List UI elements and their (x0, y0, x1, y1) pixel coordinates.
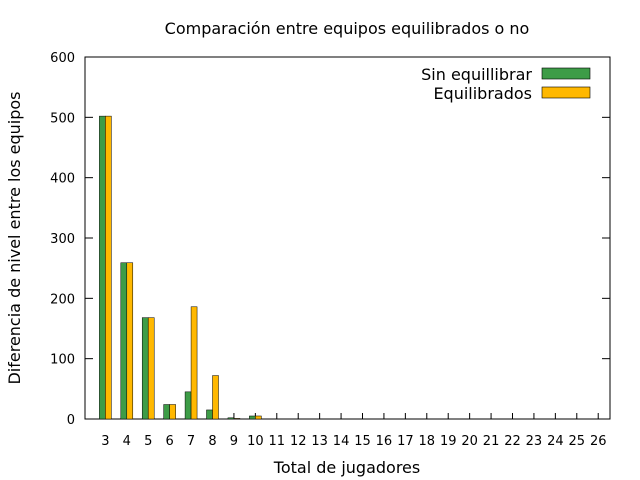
bar-sin-equilibrar (141, 317, 149, 420)
legend-label: Sin equillibrar (421, 65, 532, 84)
bar-sin-equilibrar (184, 391, 192, 420)
x-tick-label: 7 (187, 434, 195, 449)
x-tick-label: 11 (269, 434, 286, 449)
legend-swatch (541, 86, 591, 99)
bar-equilibrados (233, 418, 241, 420)
y-tick-label: 300 (50, 232, 75, 247)
legend-label: Equilibrados (433, 84, 532, 103)
y-tick-label: 500 (50, 111, 75, 126)
x-tick-label: 24 (547, 434, 564, 449)
x-tick-label: 21 (483, 434, 500, 449)
y-tick-label: 400 (50, 172, 75, 187)
bar-equilibrados (212, 375, 219, 420)
bar-equilibrados (190, 306, 198, 420)
bar-equilibrados (147, 317, 155, 420)
bar-sin-equilibrar (227, 417, 235, 420)
bar-equilibrados (169, 404, 176, 420)
bar-sin-equilibrar (99, 115, 106, 420)
x-tick-label: 17 (397, 434, 414, 449)
x-tick-label: 22 (504, 434, 521, 449)
bar-equilibrados (105, 115, 112, 420)
x-tick-label: 13 (311, 434, 328, 449)
x-tick-label: 23 (526, 434, 543, 449)
x-tick-label: 15 (354, 434, 371, 449)
x-tick-label: 19 (440, 434, 457, 449)
bar-sin-equilibrar (120, 262, 128, 420)
legend-swatch (541, 67, 591, 80)
x-tick-label: 5 (144, 434, 152, 449)
x-tick-label: 3 (101, 434, 109, 449)
x-tick-label: 9 (230, 434, 238, 449)
y-tick-label: 100 (50, 353, 75, 368)
y-tick-label: 0 (67, 413, 75, 428)
x-tick-label: 25 (569, 434, 586, 449)
y-axis-label: Diferencia de nivel entre los equipos (5, 91, 24, 384)
y-tick-label: 600 (50, 51, 75, 66)
x-tick-label: 6 (166, 434, 174, 449)
bar-sin-equilibrar (163, 404, 170, 420)
y-tick-label: 200 (50, 292, 75, 307)
x-tick-label: 18 (419, 434, 436, 449)
bar-sin-equilibrar (206, 409, 213, 420)
chart-title: Comparación entre equipos equilibrados o… (165, 19, 530, 38)
bar-sin-equilibrar (249, 415, 256, 420)
bar-equilibrados (255, 415, 262, 420)
x-tick-label: 16 (376, 434, 393, 449)
x-axis-label: Total de jugadores (273, 458, 420, 477)
x-tick-label: 4 (123, 434, 131, 449)
x-tick-label: 20 (461, 434, 478, 449)
x-tick-label: 14 (333, 434, 350, 449)
x-tick-label: 10 (247, 434, 264, 449)
bar-equilibrados (126, 262, 134, 420)
x-tick-label: 12 (290, 434, 307, 449)
x-tick-label: 26 (590, 434, 607, 449)
plot-frame (84, 56, 611, 420)
x-tick-label: 8 (208, 434, 216, 449)
plot-area: 0 100 200 300 400 500 600 3 4 5 6 7 8 9 10 11 12 13 14 15 16… (50, 51, 611, 449)
